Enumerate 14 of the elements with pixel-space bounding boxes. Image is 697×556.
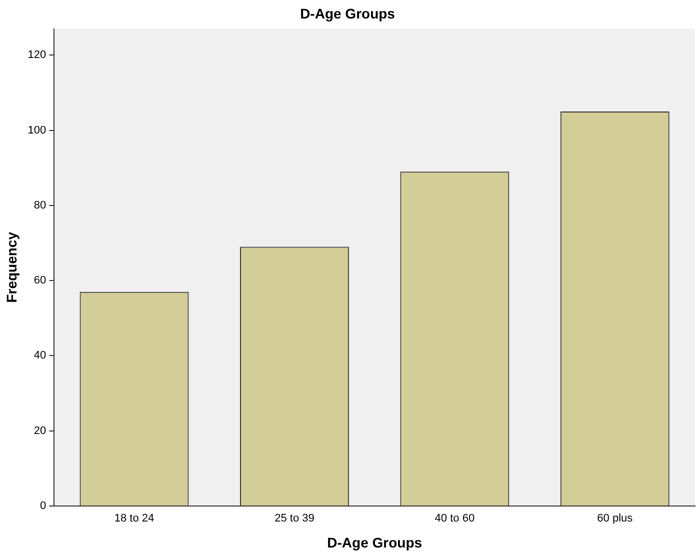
x-tick-label: 18 to 24 <box>114 512 154 525</box>
x-tick-label: 25 to 39 <box>274 512 314 525</box>
y-tick-label: 80 <box>34 199 46 212</box>
y-tick-label: 100 <box>28 124 46 136</box>
x-tick-label: 60 plus <box>597 512 634 525</box>
y-tick-label: 40 <box>34 350 46 362</box>
y-axis-title: Frequency <box>3 232 20 303</box>
chart-title: D-Age Groups <box>300 5 396 22</box>
y-tick-label: 20 <box>34 424 46 437</box>
x-tick-label: 40 to 60 <box>434 512 475 525</box>
y-tick-label: 60 <box>34 274 46 287</box>
y-tick-label: 120 <box>28 49 46 62</box>
x-axis-title: D-Age Groups <box>327 534 422 550</box>
y-tick-label: 0 <box>40 500 46 512</box>
